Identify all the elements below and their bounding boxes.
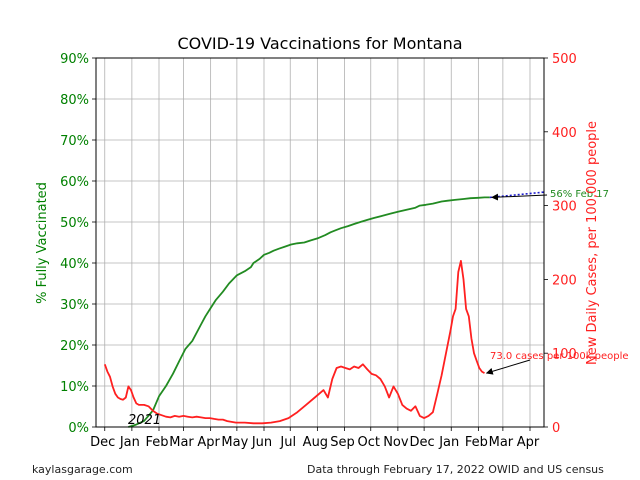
x-tick-label: Jul [279, 435, 296, 450]
x-tick-label: Aug [303, 435, 328, 450]
y-left-tick-label: 60% [60, 175, 89, 190]
y-left-tick-label: 80% [60, 93, 89, 108]
x-tick-label: Feb [145, 435, 168, 450]
annotation-layer: 56% Feb 17 73.0 cases per 100k people [485, 189, 629, 375]
x-tick-label: Apr [517, 435, 540, 450]
x-tick-label: Mar [489, 435, 514, 450]
x-tick-label: Feb [465, 435, 488, 450]
y-right-tick-label: 500 [552, 52, 577, 67]
y-right-tick-label: 400 [552, 126, 577, 141]
vaccination-line [128, 196, 490, 428]
x-tick-label: Jun [251, 435, 272, 450]
annotation-arrow [485, 359, 531, 375]
y-axis-left-label: % Fully Vaccinated [35, 182, 50, 304]
y-left-tick-label: 90% [60, 52, 89, 67]
y-left-tick-label: 10% [60, 380, 89, 395]
x-tick-label: Jan [119, 435, 140, 450]
footer-source: kaylasgarage.com [32, 463, 133, 476]
y-left-tick-label: 70% [60, 134, 89, 149]
plot-frame [95, 57, 545, 428]
y-right-tick-label: 300 [552, 200, 577, 215]
x-tick-label: Oct [358, 435, 380, 450]
annotation-label: 56% Feb 17 [550, 189, 609, 200]
y-left-tick-label: 40% [60, 257, 89, 272]
cases-line [103, 259, 485, 425]
chart-title: COVID-19 Vaccinations for Montana [177, 34, 462, 53]
x-tick-label: Apr [197, 435, 220, 450]
x-tick-label: Jan [438, 435, 459, 450]
x-tick-label: Sep [330, 435, 355, 450]
grid-layer [96, 57, 544, 428]
x-tick-label: Nov [383, 435, 409, 450]
x-tick-label: Dec [90, 435, 115, 450]
tick-layer: 0% 10% 20% 30% 40% 50% 60% 70% 80% 90% 0 100 200 300 4… [60, 52, 577, 450]
y-right-tick-label: 100 [552, 347, 577, 362]
footer-data-note: Data through February 17, 2022 OWID and … [307, 463, 604, 476]
annotation-arrow [491, 193, 548, 201]
y-axis-right-label: New Daily Cases, per 100,000 people [585, 121, 600, 365]
series-layer [103, 191, 545, 428]
y-left-tick-label: 30% [60, 298, 89, 313]
y-left-tick-label: 20% [60, 339, 89, 354]
year-label: 2021 [128, 413, 161, 428]
projection-line [489, 191, 545, 199]
x-tick-label: Mar [169, 435, 194, 450]
x-tick-label: May [221, 435, 248, 450]
y-right-tick-label: 0 [552, 421, 560, 436]
y-left-tick-label: 0% [68, 421, 89, 436]
y-right-tick-label: 200 [552, 273, 577, 288]
x-tick-label: Dec [410, 435, 435, 450]
annotation-label: 73.0 cases per 100k people [490, 351, 629, 362]
y-left-tick-label: 50% [60, 216, 89, 231]
